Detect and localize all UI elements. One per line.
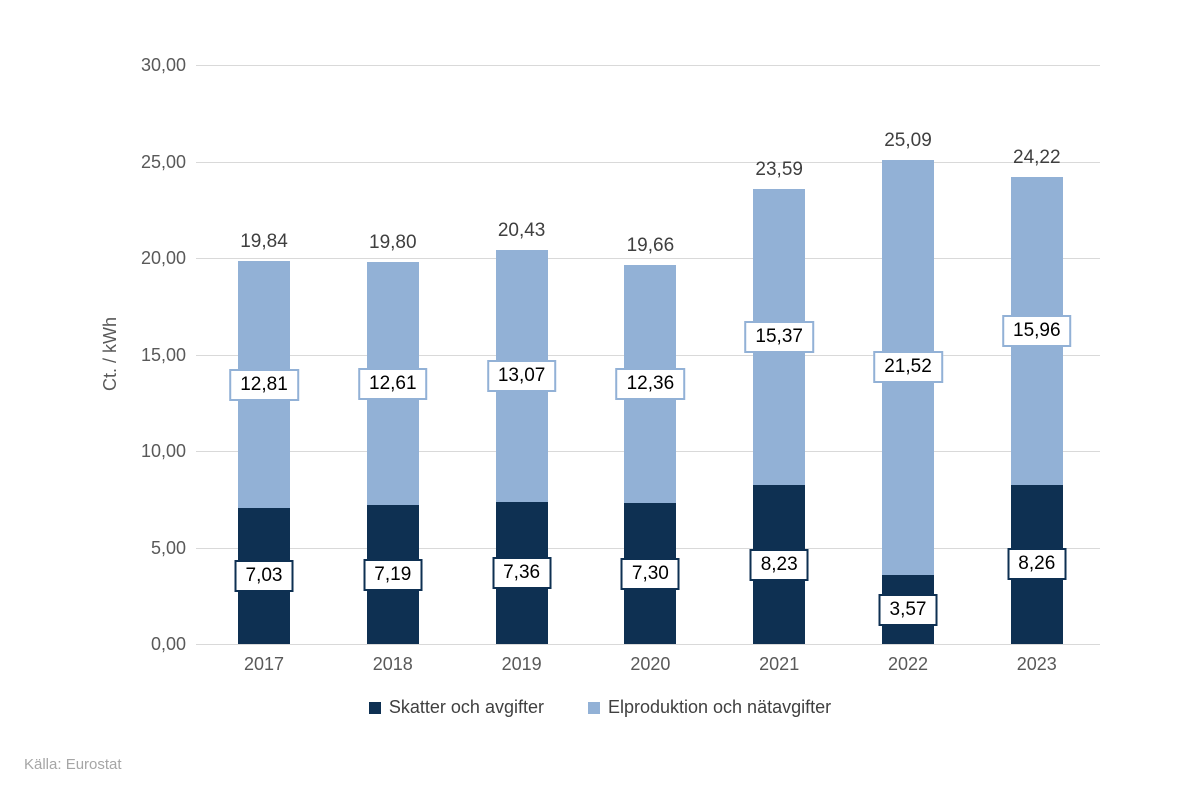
- legend-item-elproduktion: Elproduktion och nätavgifter: [587, 697, 832, 718]
- y-axis-tick-label: 5,00: [150, 537, 186, 558]
- total-label-2017: 19,84: [240, 231, 288, 253]
- total-label-2021: 23,59: [755, 158, 803, 180]
- segment-label-2020-elproduktion: 12,36: [615, 367, 686, 400]
- x-axis-label-2023: 2023: [1016, 654, 1057, 674]
- x-axis-label-2021: 2021: [759, 654, 800, 674]
- segment-label-2023-elproduktion: 15,96: [1002, 314, 1072, 347]
- segment-label-2021-elproduktion: 15,37: [744, 320, 814, 353]
- segment-label-2019-elproduktion: 13,07: [486, 359, 557, 392]
- y-axis-tick-label: 10,00: [140, 441, 186, 461]
- legend-swatch-skatter-icon: [368, 701, 381, 714]
- segment-label-2018-elproduktion: 12,61: [358, 367, 428, 400]
- segment-label-2022-skatter: 3,57: [878, 593, 938, 626]
- total-label-2019: 20,43: [497, 219, 546, 241]
- legend: Skatter och avgifter Elproduktion och nä…: [0, 697, 1200, 718]
- x-axis-label-2020: 2020: [630, 654, 671, 674]
- source-caption: Källa: Eurostat: [24, 756, 122, 773]
- segment-label-2017-skatter: 7,03: [234, 560, 294, 593]
- gridline: [196, 258, 1100, 259]
- y-axis-tick-label: 0,00: [150, 634, 186, 654]
- x-axis-label-2017: 2017: [243, 654, 285, 674]
- segment-label-2023-skatter: 8,26: [1007, 548, 1067, 581]
- total-label-2018: 19,80: [369, 231, 417, 253]
- segment-label-2022-elproduktion: 21,52: [873, 351, 943, 384]
- y-axis-title: Ct. / kWh: [100, 317, 120, 392]
- legend-label-elproduktion: Elproduktion och nätavgifter: [607, 697, 832, 717]
- y-axis-tick-label: 30,00: [140, 55, 186, 75]
- total-label-2022: 25,09: [884, 129, 932, 151]
- gridline: [196, 161, 1100, 163]
- gridline: [196, 65, 1100, 66]
- y-axis-tick-label: 25,00: [140, 151, 186, 172]
- y-axis-tick-label: 20,00: [140, 248, 186, 268]
- gridline: [196, 644, 1100, 645]
- y-axis-tick-label: 15,00: [140, 344, 186, 365]
- total-label-2023: 24,22: [1013, 146, 1061, 168]
- legend-item-skatter: Skatter och avgifter: [368, 697, 544, 718]
- total-label-2020: 19,66: [626, 234, 675, 256]
- x-axis-label-2018: 2018: [372, 654, 413, 674]
- segment-label-2017-elproduktion: 12,81: [229, 368, 299, 401]
- legend-swatch-elproduktion-icon: [587, 701, 600, 714]
- legend-label-skatter: Skatter och avgifter: [388, 697, 544, 717]
- segment-label-2021-skatter: 8,23: [749, 548, 809, 581]
- x-axis-label-2022: 2022: [887, 654, 929, 674]
- x-axis-label-2019: 2019: [501, 654, 542, 674]
- segment-label-2018-skatter: 7,19: [363, 558, 423, 591]
- segment-label-2020-skatter: 7,30: [620, 557, 680, 590]
- segment-label-2019-skatter: 7,36: [492, 556, 552, 589]
